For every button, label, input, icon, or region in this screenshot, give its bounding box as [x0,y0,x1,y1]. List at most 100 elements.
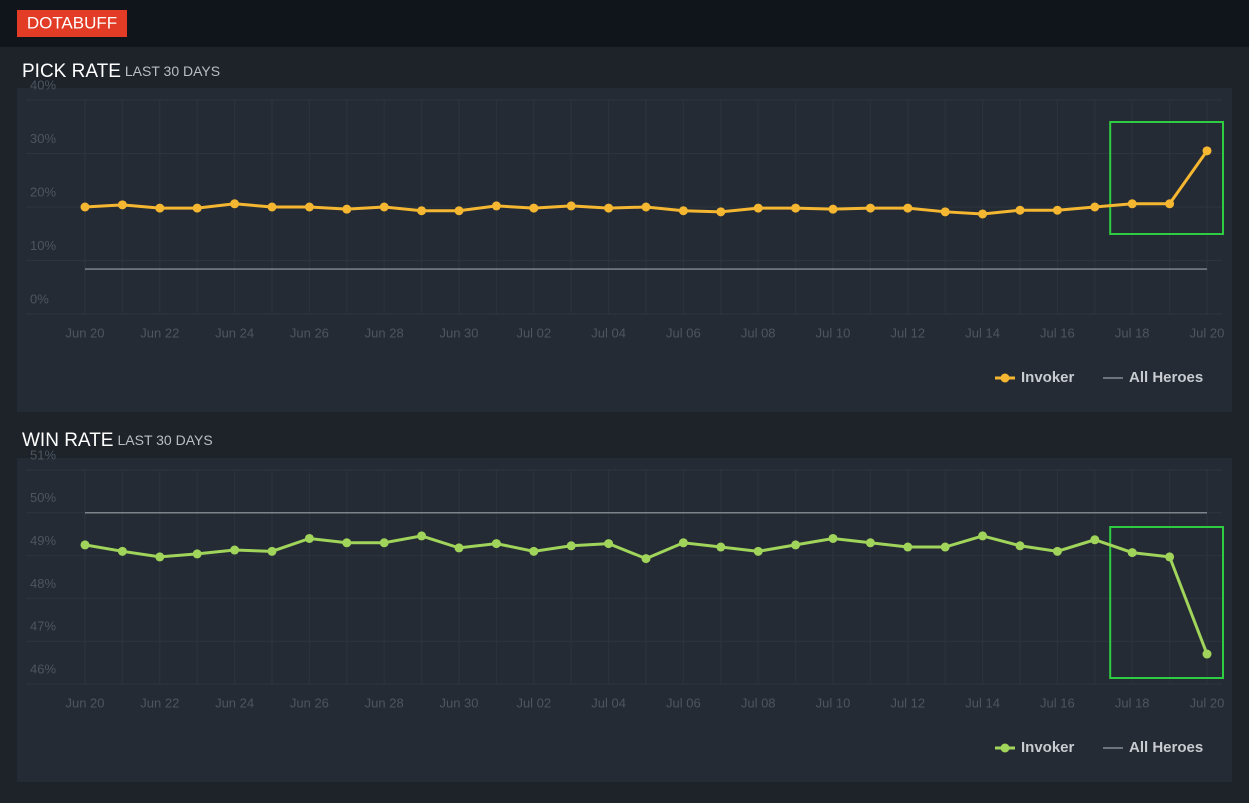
x-tick-label: Jun 30 [439,695,478,710]
point [379,538,389,548]
point [978,209,988,219]
y-tick-label: 0% [30,291,49,306]
legend-label: All Heroes [1129,739,1203,756]
x-tick-label: Jun 26 [290,325,329,340]
point [1165,552,1175,562]
x-tick-label: Jul 04 [591,695,626,710]
point [417,531,427,541]
y-tick-label: 10% [30,238,56,253]
x-tick-label: Jul 02 [516,695,551,710]
top-bar [0,0,1249,47]
point [1090,535,1100,545]
x-tick-label: Jul 14 [965,325,1000,340]
x-tick-label: Jun 20 [65,695,104,710]
point [641,202,651,212]
y-tick-label: 47% [30,619,56,634]
point [155,552,165,562]
y-tick-label: 20% [30,184,56,199]
point [267,546,277,556]
x-tick-label: Jul 12 [890,695,925,710]
logo[interactable]: DOTABUFF [27,13,117,32]
point [491,201,501,211]
point [529,203,539,213]
x-tick-label: Jun 20 [65,325,104,340]
point [566,201,576,211]
x-tick-label: Jun 24 [215,325,254,340]
x-tick-label: Jun 24 [215,695,254,710]
x-tick-label: Jul 06 [666,695,701,710]
point [828,533,838,543]
point [529,546,539,556]
legend-marker [1000,743,1010,753]
point [267,202,277,212]
point [155,203,165,213]
point [791,540,801,550]
y-tick-label: 48% [30,576,56,591]
x-tick-label: Jun 22 [140,695,179,710]
legend-label: All Heroes [1129,369,1203,386]
legend-label: Invoker [1021,739,1075,756]
point [342,538,352,548]
point [1090,202,1100,212]
x-tick-label: Jun 28 [365,695,404,710]
point [1015,541,1025,551]
x-tick-label: Jul 16 [1040,325,1075,340]
point [454,543,464,553]
y-tick-label: 51% [30,447,56,462]
point [566,541,576,551]
point [230,199,240,209]
point [1202,649,1212,659]
point [903,542,913,552]
y-tick-label: 40% [30,77,56,92]
logo-box[interactable] [17,10,127,37]
x-tick-label: Jul 18 [1115,325,1150,340]
x-tick-label: Jul 20 [1190,325,1225,340]
x-tick-label: Jul 14 [965,695,1000,710]
point [1052,546,1062,556]
chart-subtitle: LAST 30 DAYS [117,432,212,448]
point [753,546,763,556]
x-tick-label: Jul 16 [1040,695,1075,710]
x-tick-label: Jul 02 [516,325,551,340]
chart-subtitle: LAST 30 DAYS [125,63,220,79]
point [678,206,688,216]
point [940,542,950,552]
x-tick-label: Jun 28 [365,325,404,340]
point [454,206,464,216]
point [192,549,202,559]
point [753,203,763,213]
point [641,554,651,564]
point [342,204,352,214]
x-tick-label: Jul 04 [591,325,626,340]
highlight-box [1109,526,1224,679]
chart-panel [17,458,1232,782]
point [1165,199,1175,209]
point [417,206,427,216]
point [865,538,875,548]
x-tick-label: Jul 10 [816,695,851,710]
x-tick-label: Jul 10 [816,325,851,340]
y-tick-label: 49% [30,533,56,548]
point [304,202,314,212]
point [978,531,988,541]
point [304,533,314,543]
point [791,203,801,213]
chart-title: WIN RATE [22,430,113,451]
x-tick-label: Jul 20 [1190,695,1225,710]
point [1052,205,1062,215]
point [491,539,501,549]
point [1202,146,1212,156]
point [1127,548,1137,558]
chart-heading: WIN RATE LAST 30 DAYS [22,430,213,451]
point [716,542,726,552]
point [903,203,913,213]
x-tick-label: Jul 18 [1115,695,1150,710]
point [117,200,127,210]
point [1015,205,1025,215]
chart-title: PICK RATE [22,61,121,82]
y-tick-label: 46% [30,661,56,676]
chart-heading: PICK RATE LAST 30 DAYS [22,61,220,82]
point [192,203,202,213]
point [1127,199,1137,209]
